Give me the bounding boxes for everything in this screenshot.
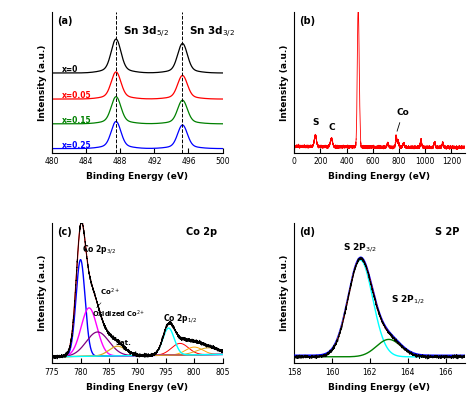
Text: (a): (a) [57,16,73,27]
Y-axis label: Intensity (a.u.): Intensity (a.u.) [280,44,289,121]
Text: (b): (b) [299,16,315,27]
Text: (c): (c) [57,227,72,237]
X-axis label: Binding Energy (eV): Binding Energy (eV) [328,383,430,392]
Text: x=0.05: x=0.05 [63,91,92,100]
Text: S: S [312,118,319,126]
X-axis label: Binding Energy (eV): Binding Energy (eV) [328,172,430,181]
Text: Co$^{2+}$: Co$^{2+}$ [97,286,120,308]
Text: Oxidized Co$^{2+}$: Oxidized Co$^{2+}$ [92,309,145,320]
Text: x=0: x=0 [63,65,79,74]
X-axis label: Binding Energy (eV): Binding Energy (eV) [86,383,188,392]
X-axis label: Binding Energy (eV): Binding Energy (eV) [86,172,188,181]
Text: Sn 3d$_{3/2}$: Sn 3d$_{3/2}$ [189,25,235,40]
Y-axis label: Intensity (a.u.): Intensity (a.u.) [37,44,46,121]
Text: Sat.: Sat. [116,340,132,346]
Text: (d): (d) [299,227,315,237]
Text: x=0.25: x=0.25 [63,141,92,150]
Text: C: C [328,122,335,131]
Text: S 2P$_{1/2}$: S 2P$_{1/2}$ [391,293,425,306]
Text: S 2P: S 2P [435,227,459,237]
Y-axis label: Intensity (a.u.): Intensity (a.u.) [280,255,289,331]
Text: Sn 3d$_{5/2}$: Sn 3d$_{5/2}$ [123,25,169,40]
Text: Co 2p$_{3/2}$: Co 2p$_{3/2}$ [82,243,116,256]
Text: Co 2p$_{1/2}$: Co 2p$_{1/2}$ [163,313,197,326]
Text: Co: Co [397,108,409,131]
Y-axis label: Intensity (a.u.): Intensity (a.u.) [37,255,46,331]
Text: x=0.15: x=0.15 [63,116,92,125]
Text: Co 2p: Co 2p [186,227,218,237]
Text: S 2P$_{3/2}$: S 2P$_{3/2}$ [344,241,377,254]
